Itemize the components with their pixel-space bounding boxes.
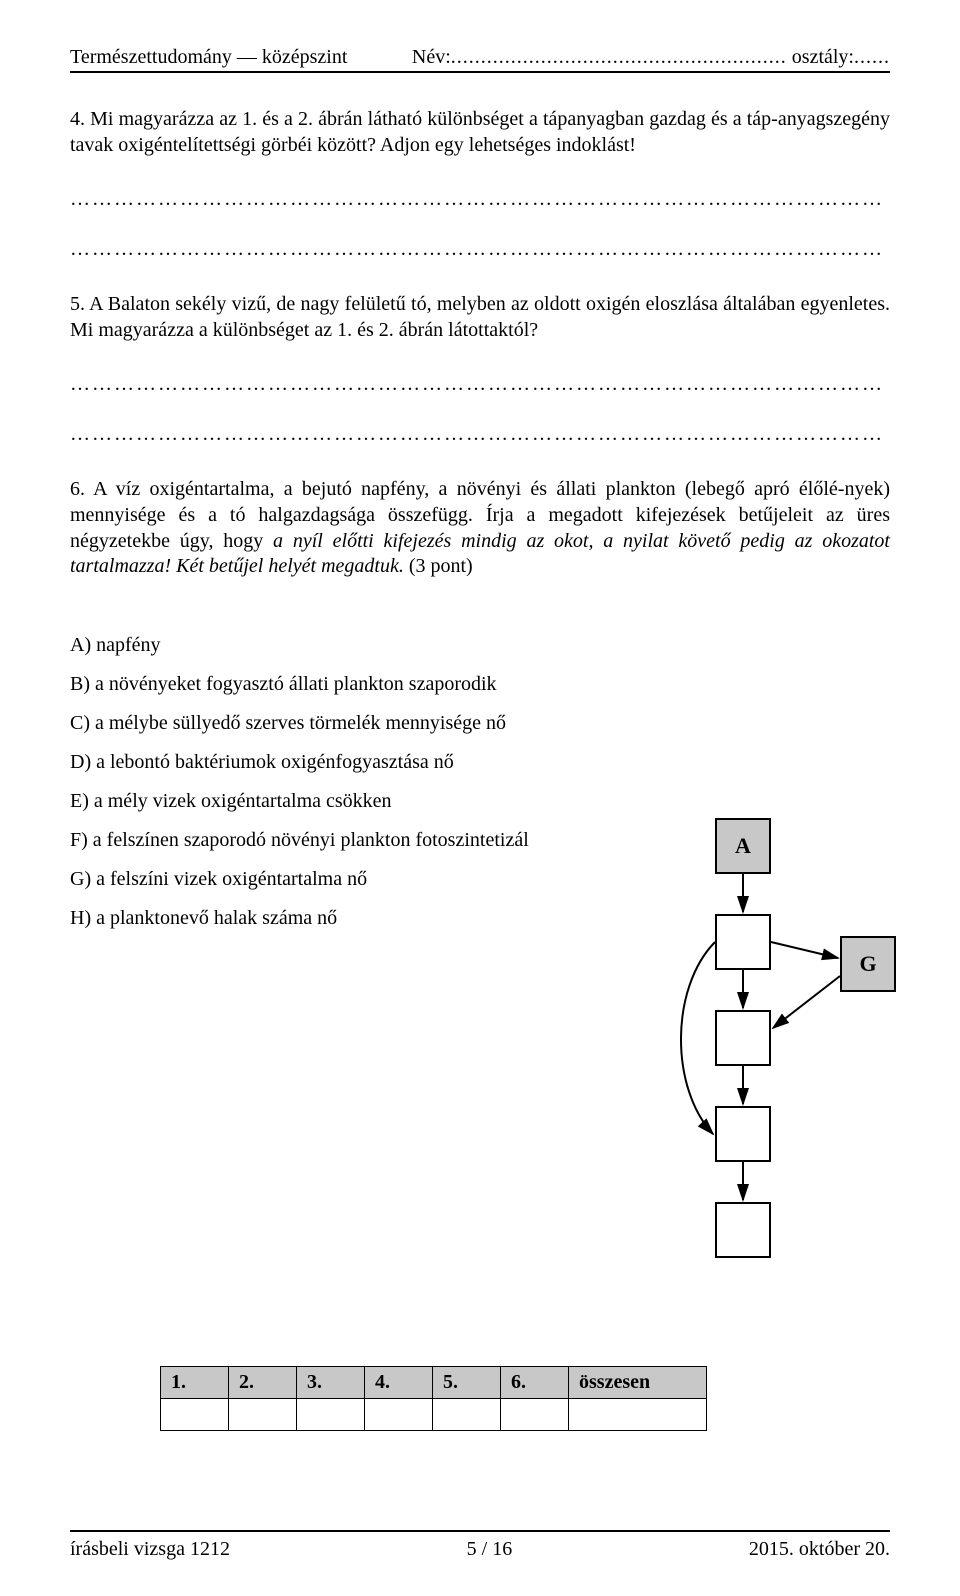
answer-line[interactable] bbox=[70, 238, 890, 258]
option-a: A) napfény bbox=[70, 626, 630, 665]
score-col-5: 5. bbox=[433, 1367, 501, 1399]
score-cell-2[interactable] bbox=[229, 1399, 297, 1431]
question-6: 6. A víz oxigéntartalma, a bejutó napfén… bbox=[70, 477, 890, 579]
option-e: E) a mély vizek oxigéntartalma csökken bbox=[70, 782, 630, 821]
question-5: 5. A Balaton sekély vizű, de nagy felüle… bbox=[70, 292, 890, 343]
flow-box-6[interactable] bbox=[715, 1202, 771, 1258]
score-col-2: 2. bbox=[229, 1367, 297, 1399]
score-col-7: összesen bbox=[569, 1367, 707, 1399]
page-header: Természettudomány — középszint Név:.....… bbox=[70, 46, 890, 69]
footer-center: 5 / 16 bbox=[467, 1538, 513, 1561]
flow-box-5[interactable] bbox=[715, 1106, 771, 1162]
score-col-4: 4. bbox=[365, 1367, 433, 1399]
score-col-3: 3. bbox=[297, 1367, 365, 1399]
footer-right: 2015. október 20. bbox=[749, 1538, 890, 1561]
question-4: 4. Mi magyarázza az 1. és a 2. ábrán lát… bbox=[70, 107, 890, 158]
name-field: Név:....................................… bbox=[412, 46, 890, 69]
footer-rule bbox=[70, 1530, 890, 1532]
score-cell-5[interactable] bbox=[433, 1399, 501, 1431]
score-col-6: 6. bbox=[501, 1367, 569, 1399]
flow-box-2[interactable] bbox=[715, 914, 771, 970]
header-rule bbox=[70, 71, 890, 73]
score-cell-1[interactable] bbox=[161, 1399, 229, 1431]
score-table: 1.2.3.4.5.6.összesen bbox=[160, 1366, 707, 1431]
subject-label: Természettudomány — középszint bbox=[70, 46, 347, 69]
option-g: G) a felszíni vizek oxigéntartalma nő bbox=[70, 860, 630, 899]
option-list: A) napfény B) a növényeket fogyasztó áll… bbox=[70, 626, 630, 938]
flow-box-a: A bbox=[715, 818, 771, 874]
option-h: H) a planktonevő halak száma nő bbox=[70, 899, 630, 938]
option-f: F) a felszínen szaporodó növényi plankto… bbox=[70, 821, 630, 860]
flowchart: A G bbox=[660, 818, 920, 1248]
answer-line[interactable] bbox=[70, 188, 890, 208]
option-d: D) a lebontó baktériumok oxigénfogyasztá… bbox=[70, 743, 630, 782]
option-c: C) a mélybe süllyedő szerves törmelék me… bbox=[70, 704, 630, 743]
page-footer: írásbeli vizsga 1212 5 / 16 2015. októbe… bbox=[70, 1538, 890, 1561]
score-cell-7[interactable] bbox=[569, 1399, 707, 1431]
flow-box-4[interactable] bbox=[715, 1010, 771, 1066]
score-cell-3[interactable] bbox=[297, 1399, 365, 1431]
option-b: B) a növényeket fogyasztó állati plankto… bbox=[70, 665, 630, 704]
answer-line[interactable] bbox=[70, 373, 890, 393]
answer-line[interactable] bbox=[70, 423, 890, 443]
footer-left: írásbeli vizsga 1212 bbox=[70, 1538, 230, 1561]
score-cell-4[interactable] bbox=[365, 1399, 433, 1431]
score-col-1: 1. bbox=[161, 1367, 229, 1399]
flow-box-g: G bbox=[840, 936, 896, 992]
score-cell-6[interactable] bbox=[501, 1399, 569, 1431]
